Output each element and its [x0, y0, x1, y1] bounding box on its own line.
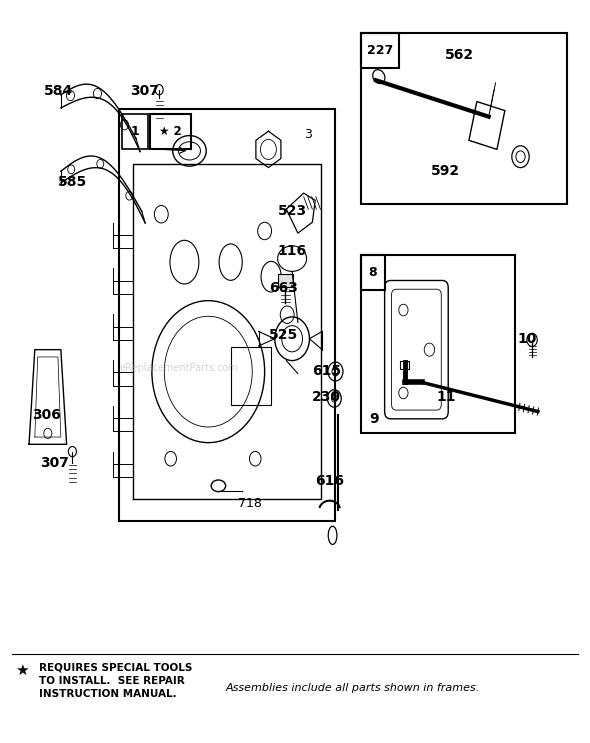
Text: 718: 718: [238, 497, 262, 510]
Bar: [362, 255, 514, 433]
Text: 307: 307: [130, 84, 159, 98]
Text: 3: 3: [304, 128, 312, 140]
Text: 616: 616: [315, 474, 344, 487]
Bar: [150, 114, 191, 149]
Bar: [122, 114, 148, 149]
Bar: [362, 33, 399, 68]
Text: Assemblies include all parts shown in frames.: Assemblies include all parts shown in fr…: [225, 683, 480, 693]
Text: 10: 10: [517, 331, 537, 345]
Bar: [400, 360, 409, 369]
Text: ★ 2: ★ 2: [159, 126, 182, 138]
Bar: [362, 255, 385, 290]
Text: 306: 306: [32, 408, 61, 422]
Text: 663: 663: [269, 281, 298, 295]
Text: 592: 592: [431, 164, 460, 178]
Text: 307: 307: [41, 455, 70, 470]
Bar: [362, 33, 567, 204]
Text: 585: 585: [58, 175, 87, 189]
Text: 562: 562: [445, 48, 474, 62]
Text: 230: 230: [312, 390, 342, 404]
Text: 11: 11: [437, 390, 456, 404]
Bar: [119, 109, 336, 521]
Text: 116: 116: [278, 244, 307, 259]
Text: 227: 227: [367, 44, 394, 57]
Text: 584: 584: [44, 84, 73, 98]
Text: 1: 1: [130, 126, 139, 138]
Bar: [231, 347, 271, 405]
Text: ★: ★: [15, 663, 28, 678]
Text: 523: 523: [278, 204, 307, 218]
Text: 9: 9: [369, 412, 379, 426]
Text: 8: 8: [369, 266, 378, 279]
Text: 525: 525: [269, 328, 298, 342]
Bar: [278, 274, 293, 287]
Text: 615: 615: [312, 365, 342, 378]
Text: REQUIRES SPECIAL TOOLS
TO INSTALL.  SEE REPAIR
INSTRUCTION MANUAL.: REQUIRES SPECIAL TOOLS TO INSTALL. SEE R…: [40, 663, 193, 699]
Text: eReplacementParts.com: eReplacementParts.com: [120, 363, 239, 373]
Bar: [469, 102, 505, 149]
